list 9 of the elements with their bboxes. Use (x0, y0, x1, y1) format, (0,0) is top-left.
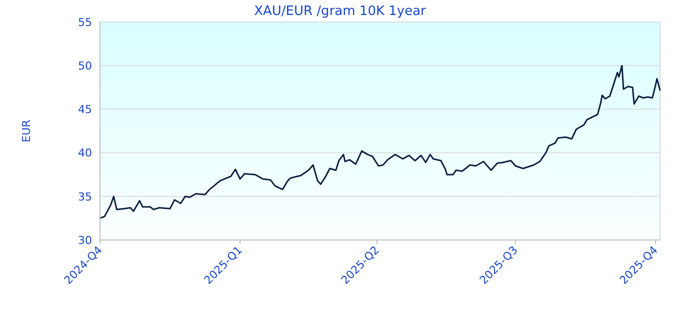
chart-title: XAU/EUR /gram 10K 1year (254, 4, 427, 19)
y-tick-label: 35 (78, 190, 92, 204)
y-tick-label: 50 (78, 59, 92, 72)
y-tick-label: 30 (78, 234, 92, 247)
y-axis-title: EUR (20, 119, 33, 142)
y-tick-label: 55 (78, 16, 92, 29)
y-tick-label: 40 (78, 146, 92, 160)
line-series (99, 64, 661, 219)
y-tick-label: 45 (78, 103, 92, 116)
